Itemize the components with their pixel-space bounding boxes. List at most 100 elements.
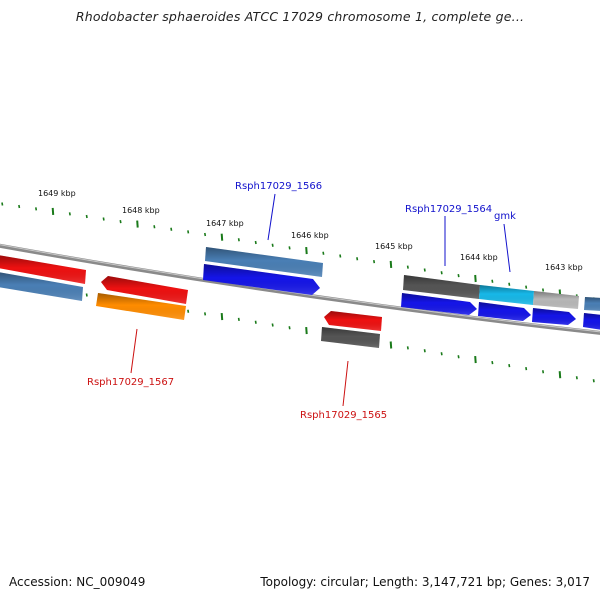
gene-red-left-partial[interactable] — [0, 255, 86, 284]
accession-label: Accession: NC_009049 — [9, 575, 146, 589]
upper-ruler-tick — [102, 217, 105, 221]
upper-ruler-tick — [18, 204, 21, 209]
upper-ruler-tick — [373, 259, 376, 264]
upper-ruler-tick — [85, 214, 88, 219]
label-rsph1566-group[interactable]: Rsph17029_1566 — [235, 181, 322, 241]
upper-ruler-tick — [68, 212, 71, 216]
gene-blue-right-partial[interactable] — [583, 313, 600, 330]
upper-ruler-tick — [271, 243, 274, 247]
upper-ruler-tick — [153, 225, 156, 229]
upper-ruler-tick — [187, 230, 190, 234]
upper-ruler-tick — [35, 207, 38, 211]
label-rsph1564-group[interactable]: Rsph17029_1564 — [405, 204, 492, 266]
upper-ruler-tick — [356, 257, 359, 261]
label-rsph1567-group[interactable]: Rsph17029_1567 — [87, 328, 174, 388]
gene-blue-forward-center[interactable] — [203, 264, 320, 295]
upper-ruler-tick — [322, 251, 325, 255]
lower-ruler-tick — [592, 379, 595, 383]
gene-red-rsph1565[interactable] — [324, 311, 382, 331]
lower-ruler-tick — [271, 323, 274, 327]
genome-backbone — [0, 243, 600, 335]
lower-ruler-tick — [440, 352, 443, 356]
upper-ruler-tick — [542, 288, 545, 292]
gene-blue-forward-right-2[interactable] — [478, 302, 531, 321]
gene-steelblue-rsph1566[interactable] — [205, 247, 323, 277]
upper-ruler-tick — [237, 238, 240, 242]
label-rsph1564[interactable]: Rsph17029_1564 — [405, 204, 492, 215]
gene-steelblue-right-partial[interactable] — [584, 297, 600, 311]
lower-ruler-tick — [423, 349, 426, 353]
kbp-label-1644: 1644 kbp — [460, 253, 498, 262]
upper-ruler-tick — [525, 285, 528, 289]
kbp-label-1647: 1647 kbp — [206, 219, 244, 228]
lower-ruler-tick — [389, 341, 393, 349]
upper-ruler-tick — [136, 220, 139, 228]
gene-blue-forward-right-1[interactable] — [401, 293, 477, 315]
gene-steelblue-left-partial[interactable] — [0, 272, 83, 301]
label-gmk[interactable]: gmk — [494, 211, 516, 222]
kbp-label-1643: 1643 kbp — [545, 263, 583, 272]
lower-ruler-tick — [237, 317, 240, 322]
lower-ruler-tick — [204, 312, 207, 316]
lower-ruler-tick — [542, 370, 545, 374]
lower-ruler-tick — [288, 326, 291, 330]
upper-ruler-tick — [170, 227, 173, 231]
label-gmk-group[interactable]: gmk — [494, 211, 516, 273]
lower-ruler-tick — [558, 371, 562, 379]
gene-red-reverse[interactable] — [101, 276, 188, 304]
lower-ruler-tick — [406, 346, 409, 350]
upper-ruler-tick — [440, 271, 443, 275]
gene-orange-rsph1567[interactable] — [96, 293, 186, 320]
kbp-labels: 1649 kbp 1648 kbp 1647 kbp 1646 kbp 1645… — [38, 189, 583, 272]
lower-ruler-tick — [508, 363, 511, 368]
upper-ruler-tick — [204, 232, 207, 237]
upper-ruler-tick — [491, 279, 494, 283]
label-rsph1565[interactable]: Rsph17029_1565 — [300, 410, 387, 421]
lower-ruler-tick — [187, 309, 190, 313]
upper-ruler-tick — [389, 260, 393, 268]
kbp-label-1646: 1646 kbp — [291, 231, 329, 240]
kbp-label-1645: 1645 kbp — [375, 242, 413, 251]
lower-ruler-tick — [85, 293, 88, 297]
lower-ruler-tick — [491, 360, 494, 365]
upper-ruler-tick — [1, 202, 4, 206]
upper-ruler-tick — [457, 273, 460, 278]
gene-darkgray-lower[interactable] — [321, 327, 380, 348]
gene-blue-forward-right-3[interactable] — [532, 308, 576, 325]
upper-ruler-tick — [305, 247, 308, 255]
lower-ruler-tick — [457, 355, 460, 359]
leader-line-rsph1567 — [130, 328, 138, 374]
gene-cyan-gmk[interactable] — [479, 285, 534, 305]
lower-ruler-tick — [254, 320, 257, 324]
lower-ruler-tick — [575, 376, 578, 380]
lower-ruler-tick — [474, 356, 477, 364]
upper-ruler-tick — [288, 246, 291, 250]
topology-summary: Topology: circular; Length: 3,147,721 bp… — [260, 575, 590, 589]
leader-line-gmk — [503, 223, 511, 273]
upper-ruler-tick — [406, 265, 409, 269]
leader-line-rsph1565 — [342, 360, 349, 407]
upper-ruler-tick — [51, 207, 55, 215]
upper-ruler-tick — [254, 240, 257, 245]
lower-ruler-tick — [525, 366, 528, 371]
upper-ruler-tick — [474, 274, 477, 283]
genome-backbone-highlight — [0, 244, 600, 333]
upper-ruler-tick — [220, 233, 224, 241]
kbp-label-1649: 1649 kbp — [38, 189, 76, 198]
gene-darkgray-rsph1564[interactable] — [403, 275, 480, 299]
upper-ruler-tick — [508, 282, 511, 286]
map-title: Rhodobacter sphaeroides ATCC 17029 chrom… — [75, 9, 525, 24]
gene-lightgray[interactable] — [533, 291, 579, 309]
upper-ruler-tick — [119, 219, 122, 224]
upper-ruler-tick — [339, 254, 342, 258]
kbp-label-1648: 1648 kbp — [122, 206, 160, 215]
label-rsph1567[interactable]: Rsph17029_1567 — [87, 377, 174, 388]
lower-ruler-tick — [220, 313, 224, 321]
label-rsph1566[interactable]: Rsph17029_1566 — [235, 181, 322, 192]
lower-ruler-tick — [305, 327, 308, 335]
leader-line-rsph1566 — [267, 193, 276, 241]
upper-ruler-tick — [423, 268, 426, 272]
label-rsph1565-group[interactable]: Rsph17029_1565 — [300, 360, 387, 421]
upper-tick-ruler — [1, 202, 595, 301]
